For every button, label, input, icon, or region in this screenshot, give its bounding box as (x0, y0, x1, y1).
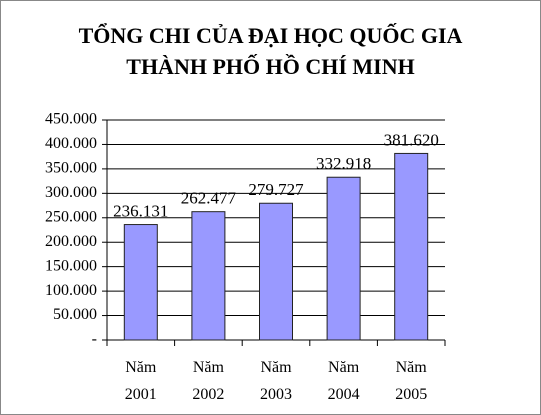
bar (394, 152, 429, 341)
y-tick-label: 150.000 (45, 257, 97, 274)
value-label: 236.131 (113, 201, 168, 220)
y-tick-label: 400.000 (45, 135, 97, 152)
bar (326, 176, 361, 341)
chart-title: TỔNG CHI CỦA ĐẠI HỌC QUỐC GIA THÀNH PHỐ … (78, 23, 463, 79)
y-tick-label: - (92, 331, 97, 348)
x-tick-label: Năm 2001 (124, 359, 157, 403)
y-tick-label: 350.000 (45, 160, 97, 177)
x-tick-label: Năm 2005 (395, 359, 428, 403)
value-label: 332.918 (316, 154, 371, 173)
x-tick-label: Năm 2002 (192, 359, 225, 403)
value-label: 262.477 (181, 189, 237, 208)
y-tick-label: 450.000 (45, 111, 97, 128)
x-tick-label: Năm 2003 (260, 359, 292, 403)
x-tick-label: Năm 2004 (327, 359, 360, 403)
value-label: 381.620 (384, 130, 439, 149)
bar (123, 224, 158, 341)
y-tick-label: 100.000 (45, 282, 97, 299)
y-tick-label: 50.000 (53, 306, 97, 323)
y-tick-label: 200.000 (45, 233, 97, 250)
y-tick-label: 300.000 (45, 184, 97, 201)
y-tick-label: 250.000 (45, 208, 97, 225)
bar (191, 211, 226, 341)
bar (259, 202, 293, 341)
value-label: 279.727 (248, 180, 304, 199)
